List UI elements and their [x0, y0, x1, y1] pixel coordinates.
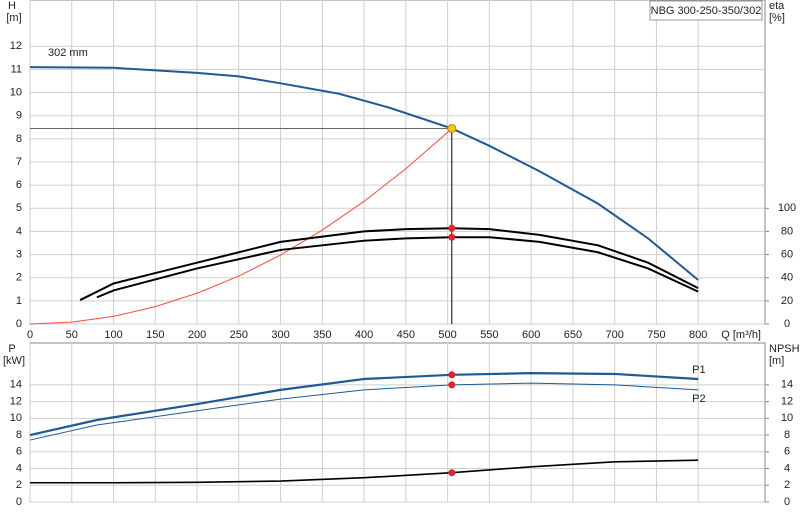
marker: [448, 381, 456, 389]
curve: [29, 66, 699, 281]
y-tick-label: 6: [16, 179, 22, 191]
y-tick-label: 10: [10, 412, 22, 424]
x-axis-label: Q [m³/h]: [721, 329, 761, 341]
y-tick-label: 8: [16, 429, 22, 441]
y-tick-label: 4: [16, 462, 22, 474]
y-axis-unit: [m]: [6, 12, 21, 24]
y2-tick-label: 0: [784, 318, 790, 330]
curve: [29, 382, 699, 441]
x-tick-label: 100: [104, 329, 122, 341]
y-tick-label: 12: [10, 40, 22, 52]
y-tick-label: 4: [16, 225, 22, 237]
y-axis-label: H: [8, 0, 16, 12]
curve: [30, 459, 699, 484]
marker: [448, 371, 456, 379]
plot-area: [29, 342, 766, 503]
x-tick-label: 200: [188, 329, 206, 341]
y2-tick-label: 80: [781, 225, 793, 237]
curve: [79, 227, 699, 301]
y-tick-label: 5: [16, 202, 22, 214]
y-tick-label: 2: [16, 272, 22, 284]
curve: [29, 128, 453, 325]
x-tick-label: 350: [313, 329, 331, 341]
x-tick-label: 650: [564, 329, 582, 341]
title-box: [649, 0, 763, 21]
y-axis-unit: [kW]: [3, 355, 25, 367]
x-tick-label: 0: [27, 329, 33, 341]
x-tick-label: 700: [605, 329, 623, 341]
y-tick-label: 0: [16, 496, 22, 508]
y-tick-label: 7: [16, 156, 22, 168]
x-tick-label: 800: [689, 329, 707, 341]
y-tick-label: 14: [10, 379, 22, 391]
x-tick-label: 500: [438, 329, 456, 341]
y2-tick-label: 12: [781, 395, 793, 407]
x-tick-label: 150: [146, 329, 164, 341]
y2-axis-unit: [%]: [769, 12, 785, 24]
x-tick-label: 550: [480, 329, 498, 341]
marker: [448, 469, 456, 477]
series-label: P1: [692, 364, 705, 376]
series-label: 302 mm: [48, 47, 88, 59]
y-axis-label: P: [8, 343, 15, 355]
x-tick-label: 750: [647, 329, 665, 341]
marker: [448, 224, 456, 232]
y-tick-label: 6: [16, 446, 22, 458]
y2-axis-unit: [m]: [769, 355, 784, 367]
y-tick-label: 1: [16, 295, 22, 307]
y2-tick-label: 14: [781, 379, 793, 391]
y-tick-label: 12: [10, 395, 22, 407]
y-tick-label: 10: [10, 86, 22, 98]
x-tick-label: 250: [230, 329, 248, 341]
y-tick-label: 0: [16, 318, 22, 330]
y2-tick-label: 40: [781, 272, 793, 284]
y2-tick-label: 8: [784, 429, 790, 441]
y-tick-label: 11: [11, 63, 22, 75]
chart-title: NBG 300-250-350/302: [651, 5, 762, 17]
y2-axis-label: eta: [769, 0, 785, 12]
y-tick-label: 3: [16, 248, 22, 260]
x-tick-label: 50: [66, 329, 78, 341]
x-tick-label: 600: [522, 329, 540, 341]
y2-tick-label: 20: [781, 295, 793, 307]
x-tick-label: 300: [271, 329, 289, 341]
x-tick-label: 450: [397, 329, 415, 341]
marker: [448, 233, 456, 241]
y2-tick-label: 4: [784, 462, 790, 474]
y-tick-label: 9: [16, 110, 22, 122]
y2-tick-label: 100: [778, 202, 796, 214]
y2-tick-label: 10: [781, 412, 793, 424]
series-label: P2: [692, 393, 705, 405]
y2-axis-label: NPSH: [769, 343, 800, 355]
curve: [96, 236, 699, 299]
x-tick-label: 400: [355, 329, 373, 341]
y2-tick-label: 2: [784, 479, 790, 491]
y-tick-label: 8: [16, 133, 22, 145]
y-tick-label: 2: [16, 479, 22, 491]
curve: [29, 372, 699, 437]
operating-point: [447, 123, 457, 133]
y2-tick-label: 6: [784, 446, 790, 458]
y2-tick-label: 60: [781, 248, 793, 260]
y2-tick-label: 0: [784, 496, 790, 508]
